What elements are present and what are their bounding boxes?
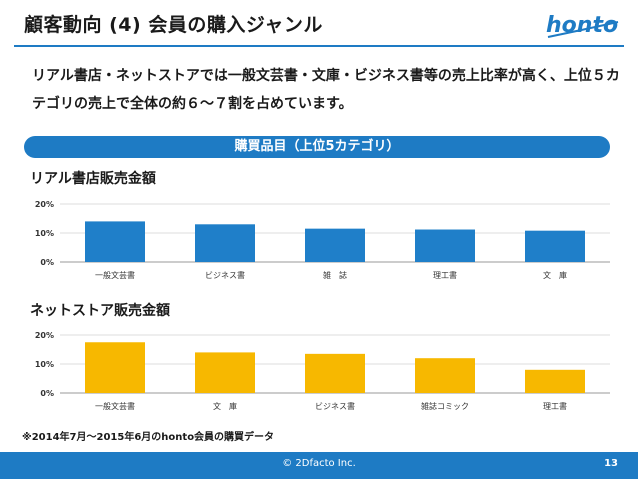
- x-tick-label: 文 庫: [213, 401, 237, 411]
- bar-chart-net: 0% 10% 20% 一般文芸書 文 庫 ビジネス書 雑誌コミック 理工書: [35, 331, 610, 411]
- y-tick-label: 0%: [40, 389, 54, 398]
- x-tick-label: 理工書: [543, 401, 567, 411]
- bar: [305, 228, 365, 262]
- x-tick-label: 雑誌コミック: [421, 401, 469, 411]
- x-tick-label: 一般文芸書: [95, 270, 135, 280]
- x-tick-label: ビジネス書: [205, 270, 245, 280]
- data-note: ※2014年7月～2015年6月のhonto会員の購買データ: [22, 432, 275, 443]
- y-tick-label: 0%: [40, 258, 54, 267]
- bar: [85, 221, 145, 262]
- section-band: 購買品目（上位5カテゴリ）: [24, 136, 610, 158]
- bar: [415, 358, 475, 393]
- y-tick-label: 10%: [35, 229, 54, 238]
- footer-bar: © 2Dfacto Inc. 13: [0, 452, 638, 479]
- bar: [525, 369, 585, 393]
- bar-chart-store: 0% 10% 20% 一般文芸書 ビジネス書 雑 誌 理工書 文 庫: [35, 200, 610, 280]
- chart-title-net: ネットストア販売金額: [30, 303, 170, 319]
- x-tick-label: ビジネス書: [315, 401, 355, 411]
- bar: [305, 353, 365, 393]
- honto-logo: honto: [542, 8, 622, 42]
- page-number: 13: [604, 458, 618, 469]
- bar: [525, 230, 585, 262]
- chart-title-store: リアル書店販売金額: [30, 171, 156, 187]
- x-tick-label: 文 庫: [543, 270, 567, 280]
- bar: [415, 229, 475, 262]
- y-tick-label: 10%: [35, 360, 54, 369]
- bar: [195, 352, 255, 393]
- y-tick-label: 20%: [35, 200, 54, 209]
- x-tick-label: 一般文芸書: [95, 401, 135, 411]
- title-rule: [14, 45, 624, 47]
- copyright: © 2Dfacto Inc.: [282, 458, 356, 469]
- x-tick-label: 理工書: [433, 270, 457, 280]
- bar: [195, 224, 255, 262]
- page-title: 顧客動向 (4) 会員の購入ジャンル: [24, 14, 323, 36]
- x-tick-label: 雑 誌: [323, 270, 347, 280]
- y-tick-label: 20%: [35, 331, 54, 340]
- lead-text: リアル書店・ネットストアでは一般文芸書・文庫・ビジネス書等の売上比率が高く、上位…: [32, 68, 620, 112]
- bar: [85, 342, 145, 393]
